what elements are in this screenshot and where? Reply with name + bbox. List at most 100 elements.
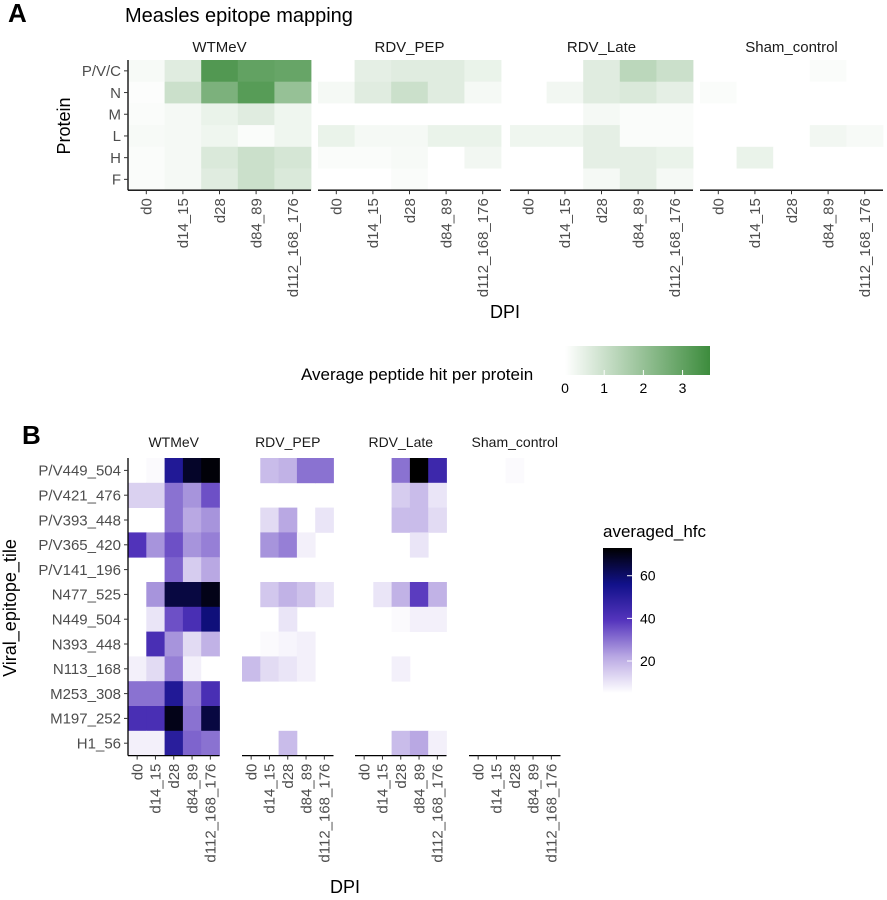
panel-a-heatmap: WTMeV d0 d14_15 d28 d84_89 d112_168_176 P/V/C N… — [82, 39, 884, 297]
heatmap-cell — [409, 458, 429, 484]
heatmap-cell — [700, 168, 737, 191]
heatmap-cell — [146, 582, 165, 608]
heatmap-cell — [201, 482, 220, 508]
heatmap-cell — [146, 482, 165, 508]
y-tick-label: P/V393_448 — [38, 512, 121, 529]
heatmap-cell — [164, 168, 202, 191]
heatmap-cell — [619, 81, 657, 104]
panel-a-colorbar — [565, 346, 710, 375]
x-tick-label: d84_89 — [525, 764, 542, 814]
heatmap-cell — [809, 81, 847, 104]
heatmap-cell — [656, 168, 694, 191]
heatmap-cell — [583, 81, 621, 104]
heatmap-cell — [354, 168, 392, 191]
heatmap-cell — [164, 81, 202, 104]
heatmap-cell — [182, 482, 202, 508]
y-tick-label: L — [113, 128, 121, 145]
heatmap-cell — [182, 706, 202, 732]
heatmap-cell — [464, 81, 502, 104]
heatmap-cell — [128, 125, 165, 148]
heatmap-cell — [391, 103, 429, 126]
heatmap-cell — [736, 103, 774, 126]
heatmap-cell — [773, 146, 811, 169]
x-tick-label: d0 — [139, 198, 156, 215]
heatmap-cell — [773, 103, 811, 126]
heatmap-cell — [318, 60, 355, 83]
heatmap-cell — [546, 60, 584, 83]
heatmap-cell — [201, 656, 220, 682]
heatmap-cell — [237, 146, 275, 169]
heatmap-cell — [809, 60, 847, 83]
panel-b-legend-title: averaged_hfc — [603, 522, 707, 541]
y-tick-label: N393_448 — [52, 636, 121, 653]
heatmap-cell — [318, 81, 355, 104]
heatmap-cell — [182, 557, 202, 583]
heatmap-cell — [391, 458, 411, 484]
heatmap-cell — [391, 81, 429, 104]
heatmap-cell — [237, 103, 275, 126]
x-tick-label: d0 — [329, 198, 346, 215]
heatmap-cell — [182, 582, 202, 608]
heatmap-cell — [619, 60, 657, 83]
heatmap-cell — [427, 60, 465, 83]
heatmap-cell — [296, 582, 316, 608]
heatmap-cell — [464, 60, 502, 83]
heatmap-cell — [128, 730, 147, 756]
heatmap-cell — [736, 168, 774, 191]
heatmap-cell — [278, 631, 298, 657]
heatmap-cell — [296, 458, 316, 484]
heatmap-cell — [656, 81, 694, 104]
heatmap-cell — [409, 606, 429, 632]
x-tick-label: d14_15 — [262, 764, 279, 814]
y-tick-label: M — [109, 107, 122, 124]
legend-tick-label: 2 — [639, 380, 647, 396]
heatmap-cell — [656, 103, 694, 126]
legend-tick-label: 40 — [640, 610, 656, 626]
y-tick-label: M197_252 — [50, 711, 121, 728]
x-tick-label: d0 — [243, 764, 260, 781]
y-tick-label: M253_308 — [50, 686, 121, 703]
heatmap-cell — [736, 125, 774, 148]
x-tick-label: d0 — [521, 198, 538, 215]
heatmap-cell — [201, 168, 239, 191]
heatmap-cell — [773, 125, 811, 148]
x-tick-label: d0 — [356, 764, 373, 781]
y-tick-label: P/V449_504 — [38, 463, 121, 480]
y-tick-label: P/V/C — [82, 63, 121, 80]
heatmap-cell — [409, 482, 429, 508]
heatmap-cell — [427, 168, 465, 191]
heatmap-cell — [201, 706, 220, 732]
heatmap-cell — [278, 507, 298, 533]
x-tick-label: d112_168_176 — [475, 198, 492, 297]
heatmap-cell — [274, 146, 312, 169]
heatmap-cell — [164, 656, 184, 682]
heatmap-cell — [846, 103, 884, 126]
heatmap-cell — [128, 656, 147, 682]
facet-label: Sham_control — [472, 434, 558, 450]
heatmap-cell — [427, 81, 465, 104]
legend-tick-label: 60 — [640, 568, 656, 584]
y-tick-label: N — [110, 85, 121, 102]
heatmap-cell — [201, 146, 239, 169]
heatmap-cell — [809, 103, 847, 126]
heatmap-cell — [409, 507, 429, 533]
heatmap-cell — [146, 458, 165, 484]
heatmap-cell — [736, 60, 774, 83]
x-tick-label: d84_89 — [248, 198, 265, 248]
heatmap-cell — [164, 582, 184, 608]
heatmap-cell — [278, 606, 298, 632]
facet-label: RDV_Late — [368, 434, 433, 450]
panel-a-xlabel: DPI — [490, 302, 520, 322]
x-tick-label: d28 — [594, 198, 611, 223]
heatmap-cell — [128, 706, 147, 732]
heatmap-cell — [391, 482, 411, 508]
heatmap-cell — [354, 81, 392, 104]
panel-a-letter: A — [8, 0, 27, 28]
heatmap-cell — [656, 125, 694, 148]
x-tick-label: d84_89 — [411, 764, 428, 814]
heatmap-cell — [164, 458, 184, 484]
heatmap-cell — [164, 681, 184, 707]
heatmap-cell — [201, 458, 220, 484]
